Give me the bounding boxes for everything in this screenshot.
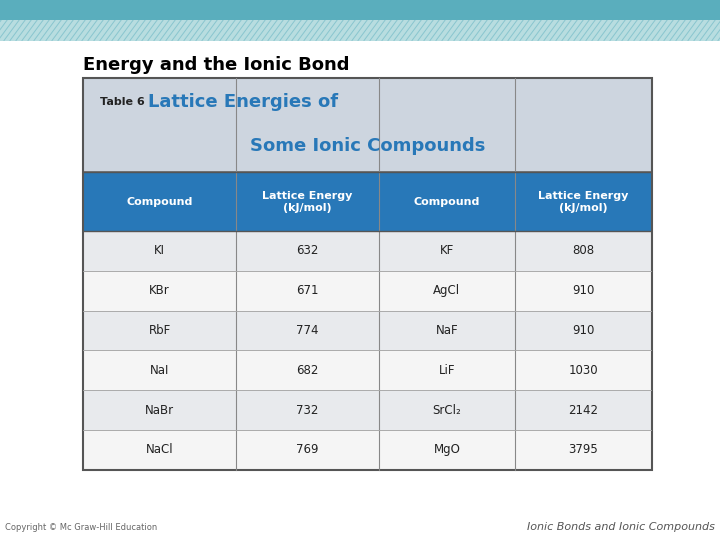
- Text: NaCl: NaCl: [145, 443, 174, 456]
- Bar: [236, 390, 379, 430]
- Bar: [0, 0, 720, 20]
- Bar: [83, 78, 652, 172]
- Bar: [0, 20, 720, 40]
- Bar: [83, 231, 236, 271]
- Text: MgO: MgO: [433, 443, 460, 456]
- Text: LiF: LiF: [438, 364, 455, 377]
- Bar: [236, 350, 379, 390]
- Bar: [379, 271, 515, 310]
- Text: KI: KI: [154, 245, 165, 258]
- Text: 2142: 2142: [568, 403, 598, 416]
- Text: Compound: Compound: [127, 197, 193, 207]
- Text: Table 6: Table 6: [100, 97, 145, 107]
- Bar: [379, 350, 515, 390]
- Bar: [515, 231, 652, 271]
- Text: AgCl: AgCl: [433, 284, 460, 297]
- Text: KBr: KBr: [149, 284, 170, 297]
- Text: 910: 910: [572, 324, 595, 337]
- Text: NaF: NaF: [436, 324, 458, 337]
- Bar: [236, 430, 379, 470]
- Bar: [379, 310, 515, 350]
- Text: 769: 769: [296, 443, 319, 456]
- Bar: [236, 271, 379, 310]
- Text: RbF: RbF: [148, 324, 171, 337]
- Text: Energy and the Ionic Bond: Energy and the Ionic Bond: [83, 56, 349, 74]
- Text: Copyright © Mc Graw-Hill Education: Copyright © Mc Graw-Hill Education: [5, 523, 157, 532]
- Text: 732: 732: [297, 403, 319, 416]
- Text: 1030: 1030: [569, 364, 598, 377]
- Bar: [515, 271, 652, 310]
- Text: Lattice Energies of: Lattice Energies of: [148, 93, 338, 111]
- Bar: [236, 310, 379, 350]
- Text: 671: 671: [296, 284, 319, 297]
- Bar: [83, 310, 236, 350]
- Bar: [515, 172, 652, 231]
- Bar: [515, 430, 652, 470]
- Text: 774: 774: [296, 324, 319, 337]
- Text: Lattice Energy
(kJ/mol): Lattice Energy (kJ/mol): [538, 191, 629, 213]
- Text: Compound: Compound: [414, 197, 480, 207]
- Bar: [236, 172, 379, 231]
- Text: NaBr: NaBr: [145, 403, 174, 416]
- Bar: [83, 271, 236, 310]
- Text: 808: 808: [572, 245, 595, 258]
- Bar: [83, 350, 236, 390]
- Text: 632: 632: [297, 245, 319, 258]
- Text: Lattice Energy
(kJ/mol): Lattice Energy (kJ/mol): [262, 191, 353, 213]
- Bar: [236, 231, 379, 271]
- Bar: [83, 430, 236, 470]
- Text: 910: 910: [572, 284, 595, 297]
- Text: 682: 682: [297, 364, 319, 377]
- Bar: [379, 390, 515, 430]
- Text: Some Ionic Compounds: Some Ionic Compounds: [250, 137, 485, 155]
- Bar: [515, 310, 652, 350]
- Bar: [515, 390, 652, 430]
- Bar: [379, 231, 515, 271]
- Text: KF: KF: [440, 245, 454, 258]
- Bar: [515, 350, 652, 390]
- Text: 3795: 3795: [569, 443, 598, 456]
- Text: SrCl₂: SrCl₂: [433, 403, 462, 416]
- Bar: [83, 172, 236, 231]
- Bar: [83, 390, 236, 430]
- Bar: [379, 172, 515, 231]
- Bar: [379, 430, 515, 470]
- Text: NaI: NaI: [150, 364, 169, 377]
- Text: Ionic Bonds and Ionic Compounds: Ionic Bonds and Ionic Compounds: [527, 522, 715, 532]
